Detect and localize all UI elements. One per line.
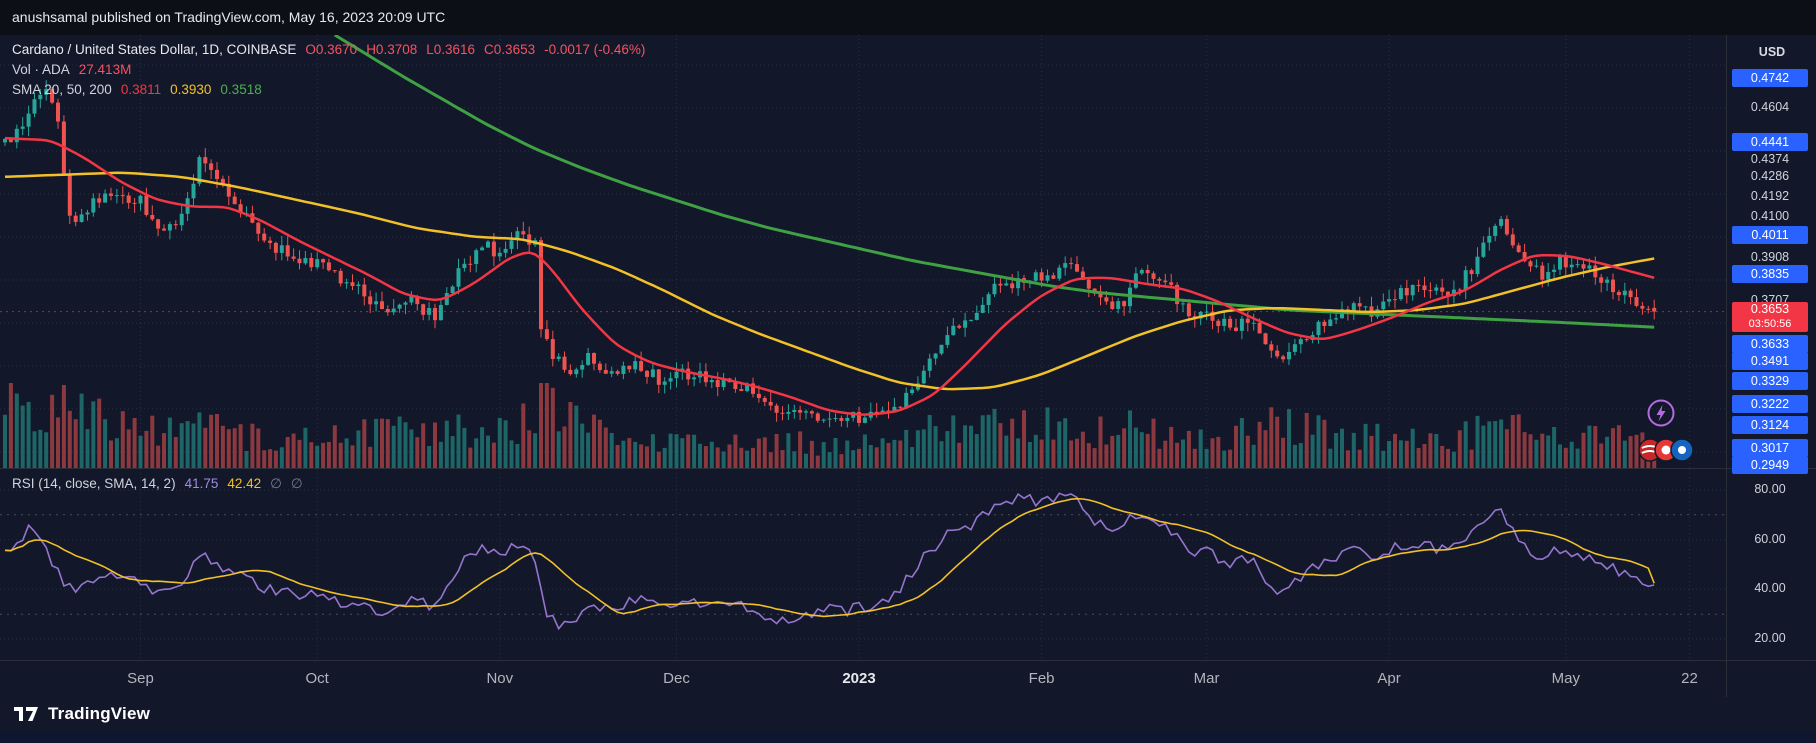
time-axis-label: Feb [1028, 670, 1055, 687]
price-level-badge: 0.4742 [1732, 68, 1808, 87]
tradingview-brand[interactable]: TradingView [14, 704, 150, 724]
rsi-legend: RSI (14, close, SMA, 14, 2) 41.75 42.42 … [12, 476, 303, 497]
price-axis-label: 0.4374 [1750, 152, 1790, 167]
time-axis-label: Apr [1377, 670, 1401, 687]
axis-separator [1727, 660, 1816, 661]
ohlc-high: H0.3708 [366, 42, 418, 57]
price-axis-label: 0.3908 [1750, 249, 1790, 264]
attribution-text: anushsamal published on TradingView.com,… [12, 9, 446, 25]
price-level-badge: 0.3633 [1732, 335, 1808, 353]
sma200-line [334, 35, 1655, 329]
rsi-ma-value: 42.42 [227, 476, 262, 491]
reaction-icons[interactable] [1638, 437, 1696, 468]
rsi-title[interactable]: RSI (14, close, SMA, 14, 2) [12, 476, 176, 491]
rsi-value: 41.75 [184, 476, 219, 491]
sma50-value: 0.3930 [170, 82, 212, 97]
ohlc-change: -0.0017 (-0.46%) [544, 42, 646, 57]
rsi-grid-layer [0, 469, 1726, 661]
price-level-badge: 0.3222 [1732, 395, 1808, 414]
ohlc-close: C0.3653 [484, 42, 536, 57]
price-axis-label: 0.4100 [1750, 208, 1790, 223]
current-price: 0.3653 [1750, 302, 1790, 316]
price-level-badge: 0.4441 [1732, 133, 1808, 152]
time-axis-label: Mar [1193, 670, 1220, 687]
current-price-badge: 0.3653 03:50:56 [1732, 302, 1808, 332]
time-axis-label: May [1551, 670, 1580, 687]
rsi-lower-band-value: ∅ [290, 476, 303, 491]
brand-name: TradingView [48, 704, 151, 723]
countdown-timer: 03:50:56 [1748, 318, 1792, 330]
price-axis-label: 0.4192 [1750, 188, 1790, 203]
bottom-strip [0, 731, 1816, 743]
symbol-title[interactable]: Cardano / United States Dollar, 1D, COIN… [12, 42, 297, 57]
rsi-ma-line [4, 497, 1655, 618]
sma-label[interactable]: SMA 20, 50, 200 [12, 82, 112, 97]
time-axis-label: Sep [127, 670, 154, 687]
price-level-badge: 0.3329 [1732, 372, 1808, 391]
rsi-pane[interactable] [0, 468, 1726, 661]
currency-label: USD [1758, 45, 1786, 59]
price-level-badge: 0.4011 [1732, 225, 1808, 244]
price-pane[interactable] [0, 35, 1726, 468]
price-level-badge: 0.3491 [1732, 352, 1808, 370]
chart-area: Cardano / United States Dollar, 1D, COIN… [0, 35, 1816, 697]
footer-bar: TradingView [0, 697, 1816, 731]
time-axis-label: Nov [486, 670, 514, 687]
rsi-axis-label: 60.00 [1754, 531, 1786, 546]
sma20-line [4, 136, 1655, 416]
time-axis[interactable]: Sep Oct Nov Dec 2023 Feb Mar Apr May 22 [0, 660, 1726, 698]
price-axis-label: 0.4286 [1750, 169, 1790, 184]
time-axis-label: Dec [663, 670, 690, 687]
time-axis-label: Oct [305, 670, 329, 687]
price-level-badge: 0.3017 [1732, 439, 1808, 458]
time-axis-label: 2023 [842, 670, 876, 687]
rsi-line [4, 492, 1655, 631]
volume-label[interactable]: Vol · ADA [12, 62, 70, 77]
time-axis-label: 22 [1681, 670, 1698, 687]
sma200-value: 0.3518 [220, 82, 262, 97]
ohlc-open: O0.3670 [305, 42, 358, 57]
attribution-bar: anushsamal published on TradingView.com,… [0, 0, 1816, 36]
rsi-axis-label: 40.00 [1754, 581, 1786, 596]
price-level-badge: 0.3124 [1732, 416, 1808, 435]
rsi-axis-label: 20.00 [1754, 631, 1786, 645]
volume-value: 27.413M [78, 62, 132, 77]
sma50-line [4, 171, 1655, 391]
boost-icon[interactable] [1646, 398, 1676, 433]
price-level-badge: 0.2949 [1732, 456, 1808, 475]
grid-layer [0, 35, 1726, 468]
price-level-badge: 0.3835 [1732, 264, 1808, 283]
main-legend: Cardano / United States Dollar, 1D, COIN… [12, 42, 645, 102]
price-axis[interactable]: USD 0.4742 0.4604 0.4441 0.4374 0.4286 0.4192… [1726, 35, 1816, 697]
sma20-value: 0.3811 [120, 82, 162, 97]
price-axis-label: 0.4604 [1750, 100, 1790, 115]
ohlc-low: L0.3616 [426, 42, 476, 57]
candlestick-layer [3, 80, 1657, 428]
tradingview-logo-icon [14, 707, 38, 721]
rsi-axis-label: 80.00 [1754, 482, 1786, 496]
rsi-upper-band-value: ∅ [270, 476, 282, 491]
